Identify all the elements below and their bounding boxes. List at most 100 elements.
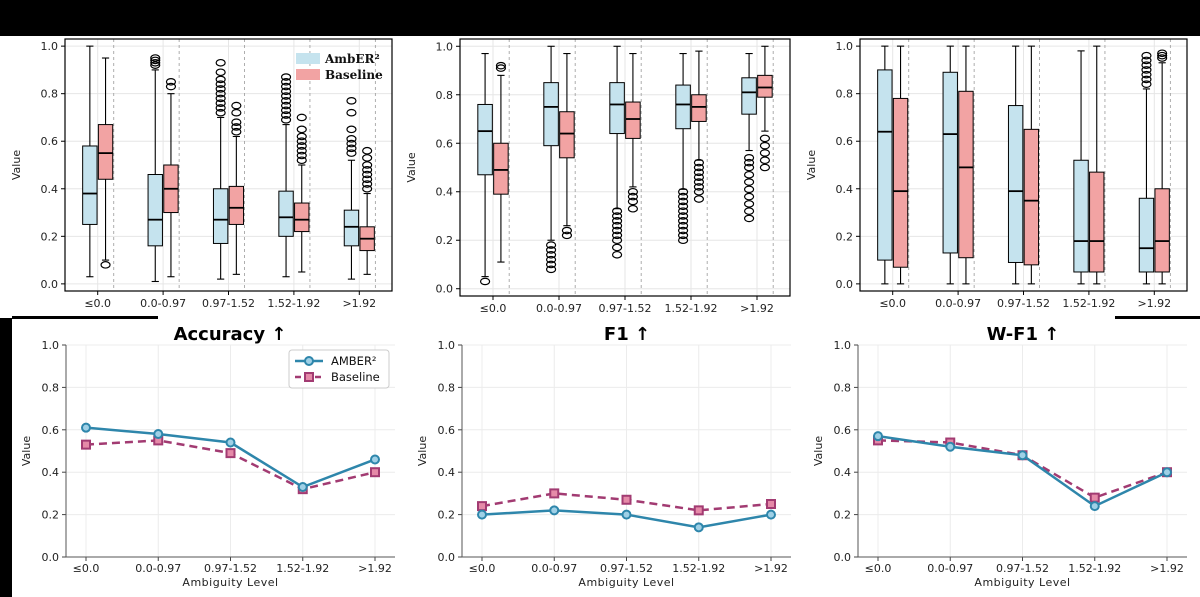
y-axis-label: Value xyxy=(405,152,418,182)
outlier-point xyxy=(693,163,705,172)
data-point-amber xyxy=(873,431,883,442)
outlier-point xyxy=(759,141,771,150)
x-tick-label: 1.52-1.92 xyxy=(1062,297,1115,310)
outlier-point xyxy=(759,163,771,172)
outlier-point xyxy=(362,146,373,155)
left-black-band xyxy=(0,318,12,597)
outlier-point xyxy=(561,226,573,235)
outlier-point xyxy=(280,97,292,105)
outlier-point xyxy=(743,214,755,223)
y-axis-label: Value xyxy=(805,150,818,180)
box-amber xyxy=(1138,197,1155,273)
outlier-point xyxy=(693,183,705,191)
outlier-point xyxy=(743,207,755,215)
outlier-point xyxy=(611,231,623,240)
data-point-amber xyxy=(766,509,776,520)
outlier-point xyxy=(280,73,292,81)
y-tick-label: 0.4 xyxy=(834,466,852,479)
box-amber xyxy=(543,82,559,147)
box-baseline xyxy=(97,124,114,180)
y-tick-label: 0.0 xyxy=(436,283,454,296)
outlier-point xyxy=(743,192,755,201)
data-point-amber xyxy=(945,441,956,452)
outlier-point xyxy=(545,265,557,274)
x-tick-label: >1.92 xyxy=(754,562,788,575)
plot-frame xyxy=(64,38,393,292)
outlier-point xyxy=(346,144,357,153)
box-amber xyxy=(609,82,625,135)
x-tick-label: 0.0-0.97 xyxy=(536,302,582,315)
data-point-baseline xyxy=(370,467,380,478)
x-tick-label: 1.52-1.92 xyxy=(672,562,725,575)
outlier-point xyxy=(1141,80,1152,88)
box-amber xyxy=(82,145,98,225)
outlier-point xyxy=(346,139,357,148)
y-tick-label: 0.8 xyxy=(42,381,60,394)
outlier-point xyxy=(611,226,623,235)
y-tick-label: 0.4 xyxy=(42,466,60,479)
outlier-point xyxy=(280,116,292,124)
box-amber xyxy=(147,174,163,247)
box-baseline xyxy=(625,101,641,139)
outlier-point xyxy=(362,180,373,188)
outlier-point xyxy=(677,236,689,245)
outlier-point xyxy=(1141,56,1152,65)
x-tick-label: >1.92 xyxy=(1150,562,1184,575)
outlier-point xyxy=(677,221,689,230)
y-tick-label: 0.6 xyxy=(834,424,852,437)
outlier-point xyxy=(150,61,161,69)
y-tick-label: 0.6 xyxy=(836,135,854,148)
outlier-point xyxy=(677,226,689,235)
legend-swatch xyxy=(296,53,320,64)
outlier-point xyxy=(296,125,307,134)
outlier-point xyxy=(280,106,292,115)
outlier-point xyxy=(150,56,161,65)
box-baseline xyxy=(1089,171,1105,273)
x-axis-label: Ambiguity Level xyxy=(974,576,1070,589)
outlier-point xyxy=(545,255,557,264)
outlier-point xyxy=(215,75,226,84)
outlier-point xyxy=(280,111,292,119)
outlier-point xyxy=(150,54,161,62)
outlier-point xyxy=(296,151,307,160)
y-tick-label: 0.6 xyxy=(41,135,59,148)
data-point-amber xyxy=(477,509,487,520)
outlier-point xyxy=(150,58,161,67)
outlier-point xyxy=(479,277,491,286)
line-panel-2: W-F1 ↑ 0.0 0.2 0.4 0.6 0.8 1.0 ≤0.0 0.0-0.97 0.97… xyxy=(812,324,1187,589)
y-tick-label: 0.4 xyxy=(436,186,454,199)
x-tick-label: ≤0.0 xyxy=(73,562,100,575)
box-amber xyxy=(1073,159,1089,273)
outlier-point xyxy=(362,161,373,169)
box-baseline xyxy=(1154,188,1170,273)
divider-right xyxy=(1115,316,1200,319)
outlier-point xyxy=(627,204,639,213)
outlier-point xyxy=(346,149,357,157)
outlier-point xyxy=(231,101,242,110)
outlier-point xyxy=(215,94,226,103)
x-tick-label: >1.92 xyxy=(358,562,392,575)
outlier-point xyxy=(545,241,557,249)
outlier-point xyxy=(215,80,226,88)
data-point-baseline xyxy=(81,439,91,450)
outlier-point xyxy=(627,192,639,201)
x-tick-label: 0.97-1.52 xyxy=(202,297,255,310)
box-amber xyxy=(212,188,229,244)
outlier-point xyxy=(627,187,639,196)
box-baseline xyxy=(892,97,909,268)
outlier-point xyxy=(280,82,292,91)
outlier-point xyxy=(296,132,307,141)
outlier-point xyxy=(743,154,755,162)
data-point-baseline xyxy=(621,494,632,505)
panel-title: W-F1 ↑ xyxy=(987,324,1060,345)
y-tick-label: 0.2 xyxy=(836,230,854,243)
data-point-amber xyxy=(1089,501,1100,512)
outlier-point xyxy=(231,127,242,136)
x-tick-label: 1.52-1.92 xyxy=(1068,562,1121,575)
box-panel-0: 0.0 0.2 0.4 0.6 0.8 1.0 ≤0.0 0.0-0.97 0.97-1.52 1… xyxy=(10,38,393,310)
x-tick-label: >1.92 xyxy=(740,302,774,315)
outlier-point xyxy=(611,236,623,245)
y-tick-label: 1.0 xyxy=(42,339,60,352)
data-point-amber xyxy=(621,509,632,520)
outlier-point xyxy=(280,87,292,96)
